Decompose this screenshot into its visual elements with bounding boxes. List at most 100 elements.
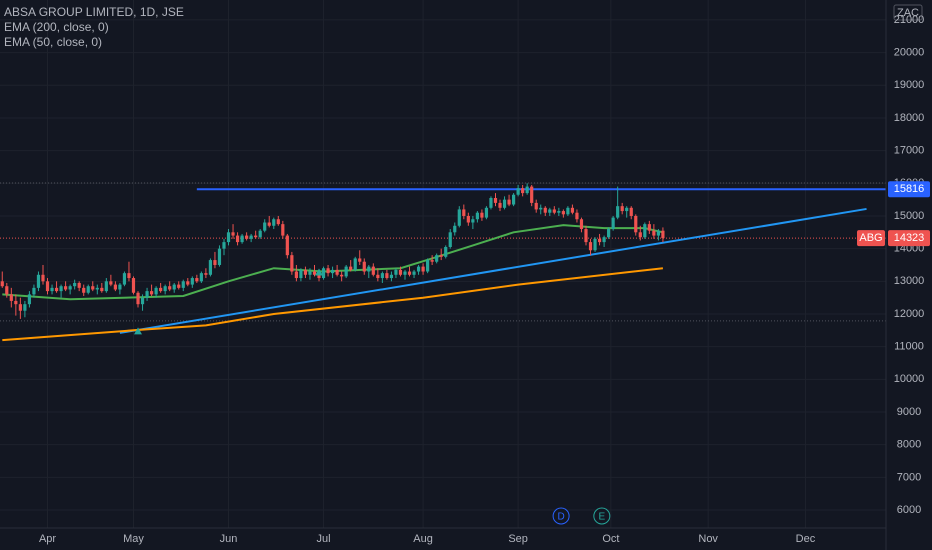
candle-body	[294, 271, 298, 279]
candle-body	[484, 207, 489, 218]
candle-body	[163, 286, 167, 292]
candle-body	[226, 232, 231, 243]
candle-body	[457, 209, 461, 226]
trend-line	[119, 207, 867, 334]
candle-body	[398, 269, 403, 275]
legend-ema50: EMA (50, close, 0)	[4, 35, 102, 49]
x-tick-label: Nov	[698, 533, 718, 545]
x-tick-label: Sep	[508, 533, 528, 545]
x-tick-label: Dec	[796, 533, 816, 545]
candle-body	[321, 268, 326, 279]
candle-body	[521, 188, 525, 194]
candle-body	[181, 281, 185, 288]
candle-body	[145, 291, 149, 298]
last-price-label: 14323	[894, 232, 925, 244]
ema-line	[2, 267, 664, 342]
candle-body	[471, 219, 475, 223]
candle-body	[45, 281, 50, 292]
y-tick-label: 8000	[897, 439, 921, 451]
candle-body	[263, 222, 267, 231]
candle-body	[448, 232, 452, 248]
y-tick-label: 21000	[894, 14, 925, 26]
candle-body	[439, 255, 443, 257]
x-tick-label: Apr	[39, 533, 56, 545]
y-tick-label: 7000	[897, 471, 921, 483]
y-tick-label: 18000	[894, 112, 925, 124]
candle-body	[376, 274, 380, 279]
candle-body	[416, 266, 421, 272]
candle-body	[36, 274, 41, 288]
currency-box[interactable]	[893, 4, 923, 21]
candle-body	[235, 235, 240, 243]
candle-body	[177, 284, 181, 288]
candle-body	[430, 260, 434, 262]
candle-body	[607, 229, 611, 238]
y-tick-label: 10000	[894, 373, 925, 385]
candle-body	[73, 282, 77, 287]
symbol-box	[857, 230, 885, 247]
candle-body	[511, 194, 516, 205]
candle-body	[557, 211, 561, 213]
candle-body	[389, 274, 394, 279]
candle-body	[534, 202, 538, 210]
candle-body	[593, 238, 597, 251]
candle-body	[643, 224, 647, 238]
candle-body	[82, 287, 86, 293]
candle-body	[385, 273, 389, 279]
x-tick-label: May	[123, 533, 144, 545]
candle-body	[217, 248, 222, 265]
event-label[interactable]: D	[557, 512, 564, 523]
candle-body	[525, 186, 529, 194]
candle-body	[303, 269, 308, 275]
candle-body	[190, 278, 194, 285]
candle-body	[453, 225, 457, 233]
candle-body	[493, 198, 498, 203]
candle-body	[326, 268, 330, 274]
candle-body	[131, 278, 136, 293]
candle-body	[616, 206, 620, 218]
candle-body	[656, 230, 660, 236]
candle-body	[159, 287, 163, 292]
candle-body	[14, 300, 18, 305]
candle-body	[498, 202, 502, 208]
candle-body	[548, 209, 552, 213]
candle-body	[407, 271, 412, 275]
candle-body	[299, 269, 303, 279]
event-label[interactable]: E	[598, 512, 605, 523]
candle-body	[353, 258, 357, 270]
candle-body	[403, 271, 407, 275]
candle-body	[149, 291, 154, 295]
y-tick-label: 12000	[894, 308, 925, 320]
candle-body	[199, 273, 203, 282]
candle-body	[367, 266, 371, 272]
candle-body	[344, 266, 348, 277]
last-price-box	[888, 230, 930, 247]
candle-body	[588, 242, 593, 251]
candle-body	[380, 273, 384, 279]
candle-body	[240, 235, 244, 243]
candle-body	[625, 207, 629, 212]
candle-body	[77, 282, 81, 288]
candle-body	[620, 206, 624, 212]
candle-body	[140, 297, 145, 305]
candle-body	[539, 207, 543, 210]
candle-body	[421, 266, 425, 272]
currency[interactable]: ZAC	[897, 7, 919, 19]
candle-body	[118, 284, 122, 290]
candle-body	[136, 292, 140, 305]
candle-body	[208, 260, 213, 275]
event-marker[interactable]	[552, 507, 570, 525]
candle-body	[502, 199, 507, 208]
candle-body	[68, 286, 72, 290]
candle-body	[290, 255, 294, 272]
candle-body	[358, 258, 362, 262]
x-tick-label: Aug	[413, 533, 433, 545]
candle-body	[561, 211, 565, 215]
candle-body	[195, 278, 199, 282]
candle-body	[285, 235, 289, 256]
event-marker[interactable]	[593, 507, 611, 525]
candle-body	[475, 212, 479, 220]
candle-body	[122, 273, 127, 285]
candle-body	[349, 266, 353, 270]
